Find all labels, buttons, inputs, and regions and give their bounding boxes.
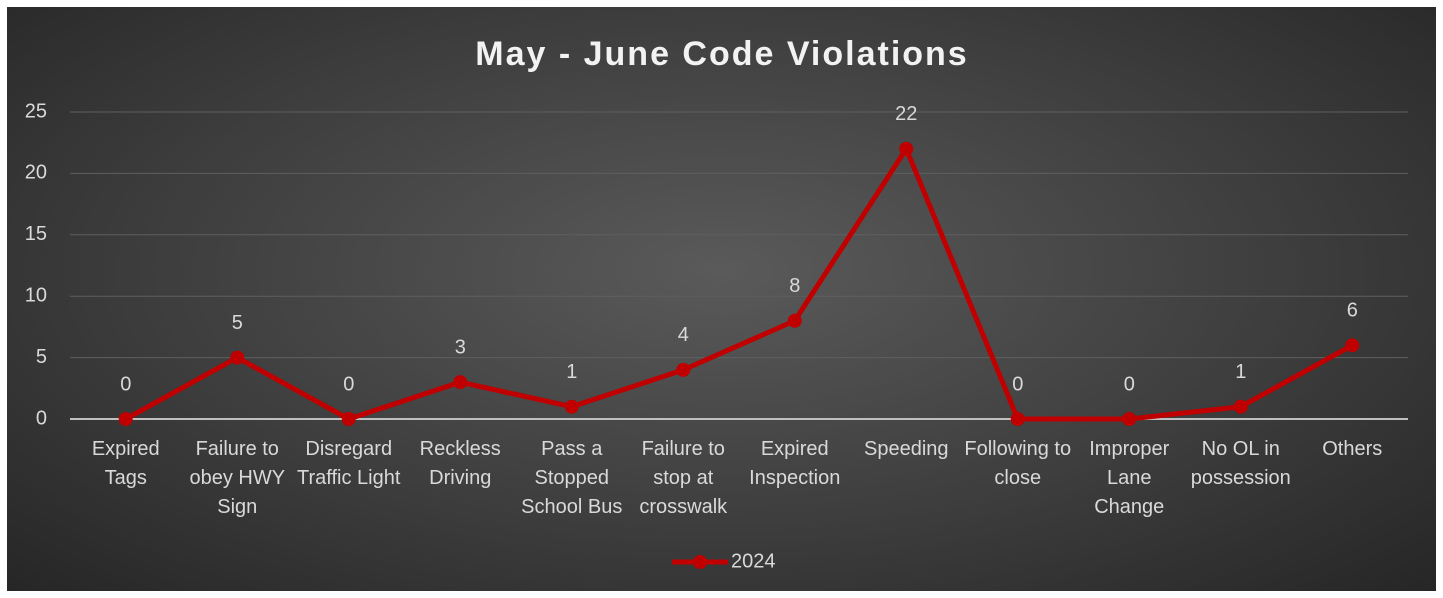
- point-marker: [118, 412, 133, 426]
- y-tick-label: 5: [36, 346, 47, 368]
- x-tick-label: Expired Inspection: [749, 438, 841, 489]
- data-label: 1: [566, 361, 577, 383]
- x-tick-label: Reckless Driving: [419, 438, 501, 489]
- chart-title: May - June Code Violations: [475, 35, 968, 73]
- point-marker: [787, 313, 802, 328]
- x-tick-label: Failure to stop at crosswalk: [639, 438, 728, 518]
- y-tick-label: 10: [25, 284, 47, 306]
- point-marker: [230, 350, 245, 365]
- x-tick-label: Speeding: [863, 438, 949, 460]
- data-label: 22: [895, 103, 917, 125]
- point-marker: [564, 399, 579, 414]
- data-label: 0: [120, 373, 131, 395]
- data-label: 0: [343, 373, 354, 395]
- data-label: 0: [1124, 373, 1135, 395]
- y-tick-label: 0: [36, 407, 47, 429]
- x-tick-label: Following to close: [964, 438, 1072, 489]
- point-marker: [1122, 412, 1137, 426]
- series-line: [124, 146, 1354, 422]
- y-tick-label: 25: [25, 100, 47, 122]
- legend-marker: [693, 555, 707, 569]
- y-tick-label: 15: [25, 223, 47, 245]
- point-marker: [899, 141, 914, 156]
- data-label: 0: [1012, 373, 1023, 395]
- data-label: 8: [789, 275, 800, 297]
- legend-label: 2024: [731, 550, 776, 572]
- y-tick-label: 20: [25, 162, 47, 184]
- point-marker: [1345, 338, 1360, 353]
- chart: May - June Code Violations 0510152025050…: [25, 35, 1408, 572]
- x-tick-label: Others: [1322, 438, 1383, 460]
- x-tick-label: Disregard Traffic Light: [297, 438, 401, 489]
- x-tick-label: Improper Lane Change: [1089, 438, 1170, 518]
- x-tick-label: No OL in possession: [1190, 438, 1291, 489]
- point-marker: [676, 362, 691, 377]
- data-label: 3: [455, 336, 466, 358]
- data-label: 1: [1235, 361, 1246, 383]
- point-marker: [1010, 412, 1025, 426]
- x-tick-label: Pass a Stopped School Bus: [521, 438, 623, 518]
- data-label: 5: [232, 312, 243, 334]
- data-label: 4: [678, 324, 689, 346]
- point-marker: [1233, 399, 1248, 414]
- chart-area: May - June Code Violations 0 5 10 15 20 25 0 5 0…: [7, 7, 1436, 591]
- data-label: 6: [1347, 300, 1358, 322]
- point-marker: [341, 412, 356, 426]
- x-tick-label: Expired Tags: [91, 438, 160, 489]
- point-marker: [453, 375, 468, 390]
- x-tick-label: Failure to obey HWY Sign: [189, 438, 286, 518]
